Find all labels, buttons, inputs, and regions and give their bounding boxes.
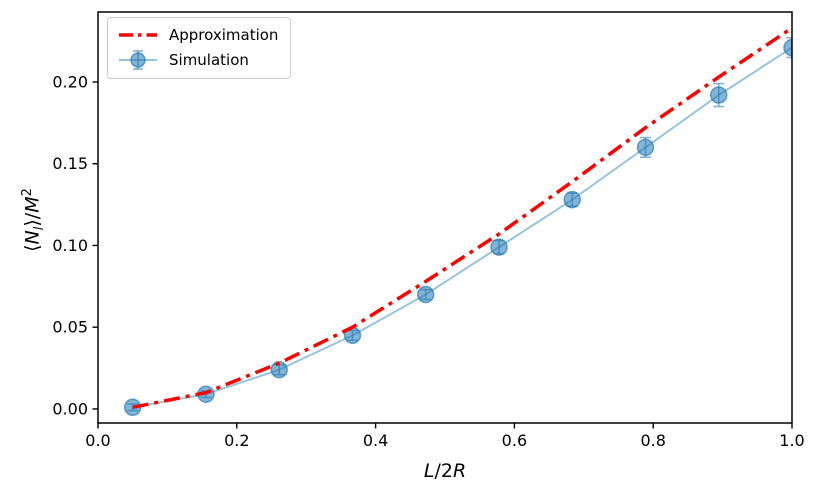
simulation-marker bbox=[636, 138, 655, 157]
error-bar bbox=[786, 37, 792, 59]
x-axis-label-l: L bbox=[423, 460, 435, 482]
y-tick-label: 0.15 bbox=[52, 154, 88, 173]
y-axis-label-sub: l bbox=[32, 226, 48, 231]
legend-item-approximation[interactable]: Approximation bbox=[118, 25, 278, 45]
legend-label-simulation: Simulation bbox=[169, 51, 249, 69]
y-axis-label-rangle: ⟩/ bbox=[21, 212, 44, 227]
approximation-line bbox=[132, 26, 792, 410]
x-tick-label: 0.2 bbox=[224, 431, 249, 450]
axes-spines bbox=[97, 11, 793, 424]
legend-label-approximation: Approximation bbox=[169, 26, 279, 44]
legend-marker bbox=[130, 52, 146, 68]
simulation-marker bbox=[709, 86, 728, 104]
x-tick-label: 0.6 bbox=[502, 431, 527, 450]
y-axis-label-n: N bbox=[21, 230, 44, 245]
x-tick-label: 0.8 bbox=[640, 431, 665, 450]
x-tick-label: 0.0 bbox=[85, 431, 110, 450]
y-axis-label-sup: 2 bbox=[20, 188, 35, 197]
simulation-marker bbox=[563, 190, 581, 209]
x-tick-label: 1.0 bbox=[779, 431, 804, 450]
simulation-errorbar-marker-icon bbox=[119, 50, 157, 70]
x-tick-label: 0.4 bbox=[363, 431, 388, 450]
x-axis-label-mid: /2 bbox=[434, 460, 453, 482]
y-tick-label: 0.10 bbox=[52, 236, 88, 255]
simulation-marker bbox=[490, 238, 508, 256]
y-axis-label-m: M bbox=[21, 196, 44, 213]
y-tick-label: 0.05 bbox=[52, 318, 88, 337]
simulation-marker bbox=[270, 360, 288, 379]
simulation-marker bbox=[783, 38, 792, 57]
x-axis-label-r: R bbox=[452, 460, 467, 482]
y-tick-label: 0.00 bbox=[52, 399, 88, 418]
simulation-line bbox=[132, 46, 792, 409]
legend: Approximation Simulation bbox=[107, 17, 292, 79]
x-axis-label: L/2R bbox=[345, 460, 545, 482]
legend-item-simulation[interactable]: Simulation bbox=[118, 49, 278, 71]
approximation-dashdot-line-icon bbox=[119, 33, 157, 37]
plot-area bbox=[123, 26, 792, 417]
y-tick-label: 0.20 bbox=[52, 72, 88, 91]
y-axis-label-langle: ⟨ bbox=[21, 244, 44, 252]
simulation-marker bbox=[416, 285, 435, 304]
y-axis-label: ⟨Nl⟩/M2 bbox=[14, 145, 47, 295]
